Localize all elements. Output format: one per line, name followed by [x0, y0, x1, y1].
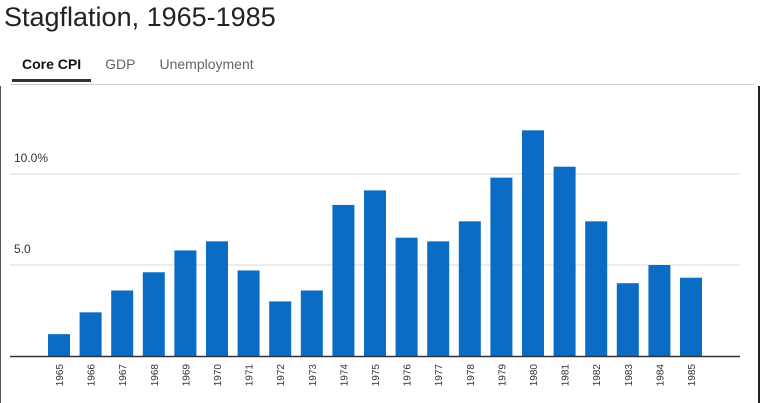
bar-1965	[48, 334, 70, 356]
x-tick-label: 1983	[624, 364, 635, 387]
x-tick-label: 1975	[371, 364, 382, 387]
bar-1969	[174, 250, 197, 356]
tab-bar: Core CPI GDP Unemployment	[10, 50, 266, 84]
tab-unemployment[interactable]: Unemployment	[159, 56, 254, 72]
x-tick-label: 1969	[181, 364, 192, 387]
x-tick-label: 1971	[245, 364, 256, 387]
bar-1971	[237, 270, 260, 356]
x-tick-label: 1967	[118, 364, 129, 387]
bar-1979	[490, 177, 513, 356]
tab-gdp[interactable]: GDP	[105, 56, 136, 72]
panel-border-right	[758, 86, 760, 403]
bar-1972	[269, 301, 292, 356]
bar-1974	[332, 204, 355, 356]
x-tick-label: 1982	[592, 364, 603, 387]
x-tick-label: 1985	[687, 364, 698, 387]
x-tick-label: 1972	[276, 364, 287, 387]
bar-1975	[364, 190, 386, 356]
bar-1966	[79, 312, 102, 356]
bar-1977	[427, 241, 450, 356]
page-title: Stagflation, 1965-1985	[4, 2, 276, 32]
chart-area: 5.0 10.0% 1965 1966 1967 1968 1969 1970 1971 1972…	[0, 86, 762, 403]
panel-border-left	[0, 86, 1, 403]
y-tick-label: 5.0	[14, 242, 31, 256]
bar-1968	[142, 272, 165, 356]
x-tick-label: 1973	[308, 364, 319, 387]
x-tick-label: 1977	[434, 364, 445, 387]
x-tick-label: 1968	[150, 364, 161, 387]
bar-1982	[585, 221, 608, 356]
bar-1973	[300, 290, 323, 356]
x-tick-label: 1980	[529, 364, 540, 387]
bar-1978	[458, 221, 481, 356]
bar-1981	[553, 166, 576, 356]
x-tick-label: 1984	[655, 364, 666, 387]
bar-1983	[616, 283, 639, 356]
x-tick-label: 1966	[87, 364, 98, 387]
x-tick-label: 1981	[561, 364, 572, 387]
bar-1967	[111, 290, 134, 356]
bar-1984	[648, 265, 671, 356]
x-tick-label: 1978	[466, 364, 477, 387]
bar-1980	[522, 130, 544, 356]
tab-core-cpi[interactable]: Core CPI	[10, 50, 93, 82]
x-tick-label: 1974	[339, 364, 350, 387]
x-tick-label: 1965	[55, 364, 66, 387]
x-tick-label: 1979	[497, 364, 508, 387]
bar-1985	[680, 277, 702, 356]
x-tick-label: 1970	[213, 364, 224, 387]
bar-chart: 5.0 10.0% 1965 1966 1967 1968 1969 1970 1971 1972…	[10, 130, 740, 387]
bar-1976	[395, 237, 418, 356]
bar-1970	[206, 241, 228, 356]
x-tick-label: 1976	[403, 364, 414, 387]
y-tick-label: 10.0%	[14, 151, 48, 165]
tab-divider	[10, 84, 754, 85]
